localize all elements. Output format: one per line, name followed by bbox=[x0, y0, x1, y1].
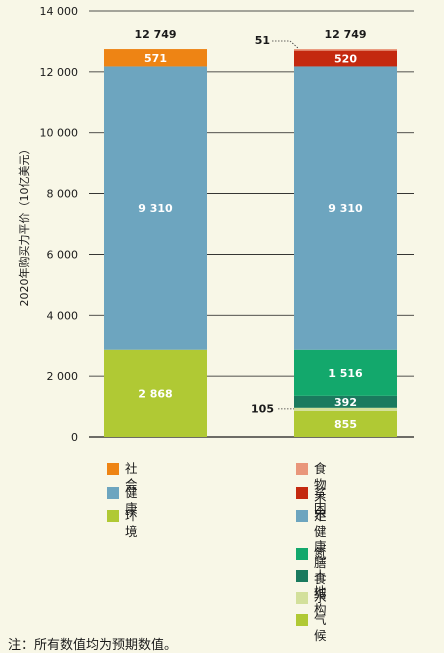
legend-item-climate: 气候 bbox=[296, 612, 327, 643]
bar-segment bbox=[294, 349, 397, 396]
legend-swatch-health bbox=[107, 487, 119, 499]
callout-leader bbox=[272, 40, 299, 49]
legend-item-water: 水 bbox=[296, 590, 327, 606]
y-tick-label: 14 000 bbox=[40, 5, 79, 18]
legend-item-poverty: 贫困 bbox=[296, 485, 327, 516]
legend-swatch-undernourishment bbox=[296, 463, 308, 475]
legend-label-health: 健康 bbox=[125, 485, 138, 516]
bar-segment bbox=[294, 50, 397, 67]
bar-segment bbox=[294, 66, 397, 350]
legend-label-unhealthy-diet: 不健康膳 食结构 bbox=[314, 508, 327, 617]
bar-total-label: 12 749 bbox=[324, 28, 366, 41]
segment-value-label: 1 516 bbox=[328, 367, 363, 380]
legend-label-social: 社会 bbox=[125, 461, 138, 492]
legend-label-poverty: 贫困 bbox=[314, 485, 327, 516]
y-tick-label: 6 000 bbox=[47, 248, 79, 261]
segment-value-label: 105 bbox=[251, 402, 274, 415]
legend-label-nitrogen: 氮 bbox=[314, 546, 327, 561]
bar-segment bbox=[294, 407, 397, 411]
bar-total-label: 12 749 bbox=[134, 28, 176, 41]
legend-swatch-unhealthy-diet bbox=[296, 510, 308, 522]
legend-label-climate: 气候 bbox=[314, 612, 327, 643]
y-axis-label: 2020年购买力平价（10亿美元） bbox=[17, 144, 31, 307]
legend-swatch-nitrogen bbox=[296, 548, 308, 560]
segment-value-label: 520 bbox=[334, 53, 357, 66]
segment-value-label: 855 bbox=[334, 418, 357, 431]
legend-item-health: 健康 bbox=[107, 485, 138, 516]
segment-value-label: 392 bbox=[334, 396, 357, 409]
y-tick-label: 4 000 bbox=[47, 309, 79, 322]
segment-value-label: 571 bbox=[144, 52, 167, 65]
legend-swatch-social bbox=[107, 463, 119, 475]
bar-segment bbox=[104, 349, 207, 437]
legend-swatch-environment bbox=[107, 510, 119, 522]
y-tick-label: 8 000 bbox=[47, 188, 79, 201]
segment-value-label: 9 310 bbox=[328, 202, 363, 215]
legend-label-water: 水 bbox=[314, 590, 327, 605]
y-tick-label: 10 000 bbox=[40, 127, 79, 140]
legend-label-land: 土地 bbox=[314, 568, 327, 599]
bar-segment bbox=[294, 410, 397, 437]
footnote: 注：所有数值均为预期数值。 bbox=[8, 638, 178, 653]
legend-item-environment: 环境 bbox=[107, 508, 138, 539]
y-tick-label: 2 000 bbox=[47, 370, 79, 383]
stacked-bar-chart: 0 2 000 4 000 6 000 8 000 10 000 12 000 14 000 2… bbox=[17, 5, 414, 444]
bar-segment bbox=[294, 395, 397, 408]
legend-item-social: 社会 bbox=[107, 461, 138, 492]
bar-segment bbox=[104, 49, 207, 67]
legend-label-undernourishment: 食物不足 bbox=[314, 461, 327, 523]
legend-item-land: 土地 bbox=[296, 568, 327, 599]
segment-value-label: 2 868 bbox=[138, 387, 172, 400]
bar-segment bbox=[104, 66, 207, 350]
legend-swatch-water bbox=[296, 592, 308, 604]
legend-item-nitrogen: 氮 bbox=[296, 546, 327, 562]
y-tick-label: 12 000 bbox=[40, 66, 79, 79]
segment-value-label: 51 bbox=[255, 34, 270, 47]
bar-segment bbox=[294, 49, 397, 51]
segment-value-label: 9 310 bbox=[138, 202, 173, 215]
y-tick-label: 0 bbox=[71, 431, 78, 444]
legend-swatch-land bbox=[296, 570, 308, 582]
legend-label-environment: 环境 bbox=[125, 508, 138, 539]
legend-swatch-climate bbox=[296, 614, 308, 626]
legend-item-unhealthy-diet: 不健康膳 食结构 bbox=[296, 508, 327, 617]
legend-item-undernourishment: 食物不足 bbox=[296, 461, 327, 524]
legend-swatch-poverty bbox=[296, 487, 308, 499]
